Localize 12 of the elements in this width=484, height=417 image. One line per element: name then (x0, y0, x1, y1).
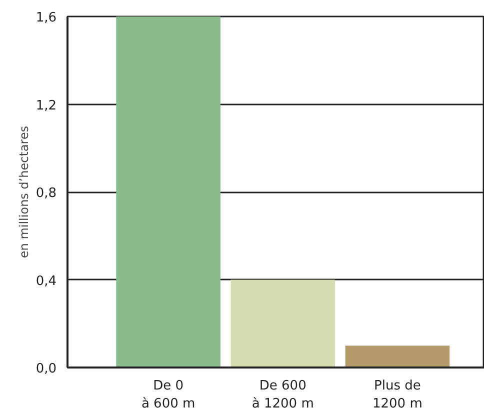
bar (230, 280, 335, 368)
x-tick-label: De 600 à 1200 m (252, 378, 314, 412)
x-tick-label: Plus de 1200 m (372, 378, 422, 412)
x-tick-label: De 0 à 600 m (141, 378, 196, 412)
y-tick-label: 0,8 (36, 186, 57, 201)
y-tick-label: 0,0 (36, 362, 57, 376)
y-tick-label: 0,4 (36, 274, 57, 289)
y-tick-label: 1,6 (36, 10, 57, 26)
bar (345, 346, 450, 368)
y-tick-label: 1,2 (36, 98, 57, 114)
y-axis-title: en millions d’hectares (16, 126, 31, 258)
bar (116, 16, 220, 368)
